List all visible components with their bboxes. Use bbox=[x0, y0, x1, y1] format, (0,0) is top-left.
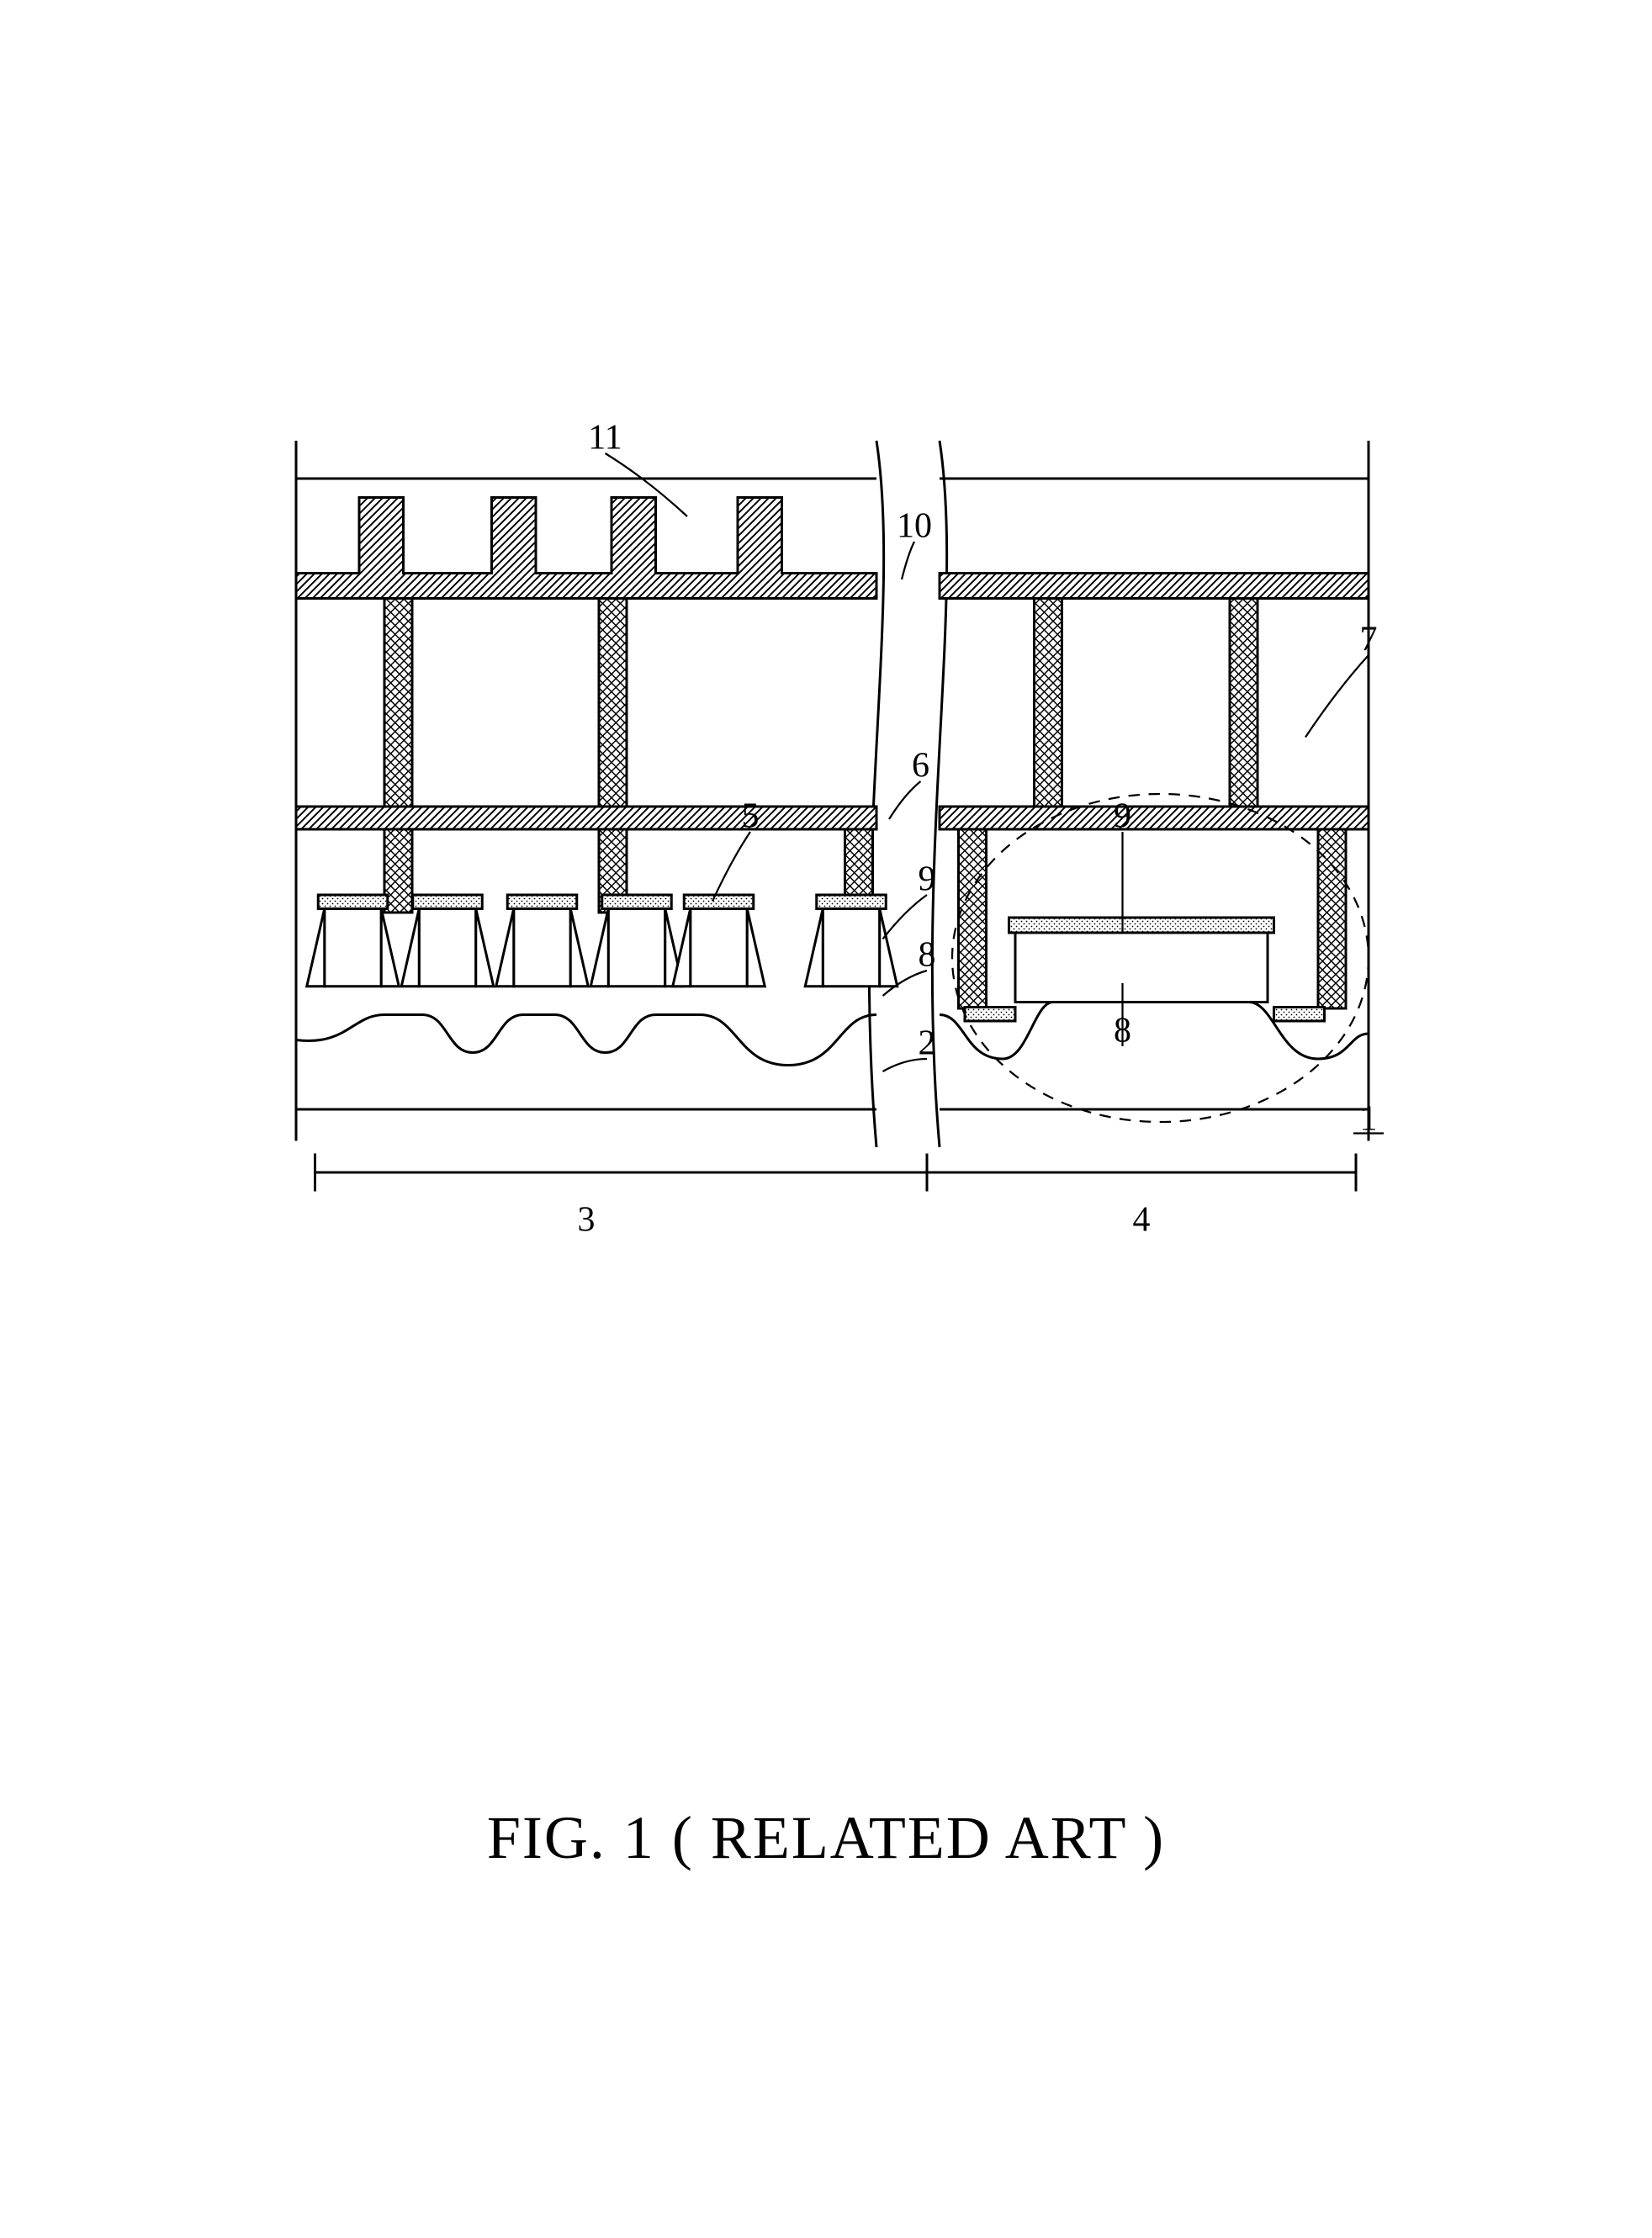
figure-wrapper: 111056982987341 FIG. 1 ( RELATED ART ) bbox=[69, 365, 1583, 1873]
ref-label-4: 4 bbox=[1133, 1201, 1151, 1240]
caption-related-art: ( RELATED ART ) bbox=[672, 1804, 1165, 1871]
ref-label-9: 9 bbox=[919, 860, 936, 899]
ref-label-5: 5 bbox=[742, 797, 760, 836]
figure-caption: FIG. 1 ( RELATED ART ) bbox=[69, 1803, 1583, 1873]
ref-label-8: 8 bbox=[919, 936, 936, 975]
ref-label-3: 3 bbox=[578, 1201, 596, 1240]
ref-label-9: 9 bbox=[1114, 797, 1131, 836]
ref-label-7: 7 bbox=[1360, 621, 1378, 659]
caption-fig-number: FIG. 1 bbox=[487, 1804, 655, 1871]
ref-label-11: 11 bbox=[588, 419, 622, 458]
cross-section-diagram: 111056982987341 bbox=[69, 365, 1583, 1753]
ref-label-10: 10 bbox=[897, 507, 932, 546]
ref-label-6: 6 bbox=[912, 747, 929, 786]
ref-label-2: 2 bbox=[919, 1024, 936, 1063]
